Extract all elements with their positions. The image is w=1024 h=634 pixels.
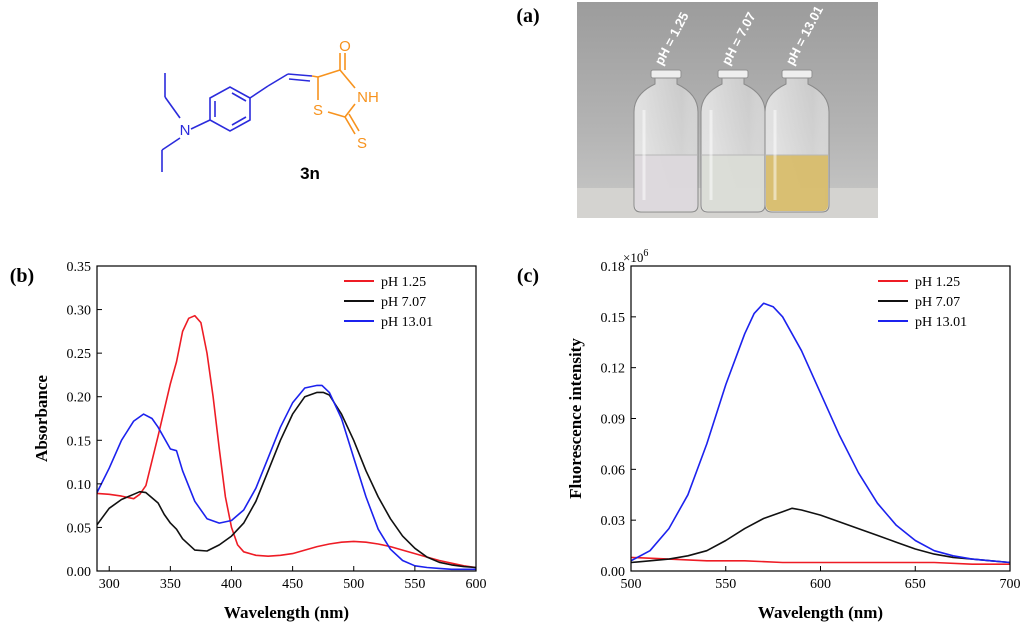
panel-label-a: (a) [516,5,539,27]
series-line-ph-13.01 [97,384,476,571]
nh-label: NH [357,89,379,106]
legend-label: pH 7.07 [915,295,960,310]
x-tick-label: 550 [715,577,736,592]
series-line-ph-1.25 [631,556,1010,566]
vial-liquid [635,155,697,211]
y-tick-label: 0.25 [67,347,92,362]
vials-photo: pH = 1.25 pH = 7.07 pH = 13.01 [577,2,878,218]
y-tick-label: 0.15 [67,434,92,449]
absorbance-chart: 300 350 400 450 500 550 600 0.00 0.05 0.10 0.15 0.2… [32,260,487,622]
x-tick-label: 700 [1000,577,1021,592]
y-tick-label: 0.12 [601,362,626,377]
x-tick-label: 500 [621,577,642,592]
x-tick-label: 450 [282,577,303,592]
y-tick-label: 0.30 [67,304,92,319]
x-axis-label: Wavelength (nm) [758,603,883,622]
x-tick-label: 600 [466,577,487,592]
x-tick-label: 550 [404,577,425,592]
y-tick-label: 0.18 [601,260,626,275]
legend-label: pH 1.25 [381,275,426,290]
vial-1: pH = 1.25 [633,10,699,213]
x-tick-label: 650 [905,577,926,592]
y-tick-label: 0.09 [601,413,626,428]
y-tick-label: 0.35 [67,260,92,275]
plot-frame [96,265,477,572]
vial-lip [717,69,749,79]
carbonyl-oxygen-label: O [339,38,351,55]
x-axis-label: Wavelength (nm) [224,603,349,622]
diethylamino-bonds [161,73,289,172]
series-line-ph-1.25 [97,314,476,569]
legend-label: pH 13.01 [915,315,967,330]
compound-label: 3n [300,164,320,183]
rhodanine-bonds [317,53,360,135]
x-tick-label: 500 [343,577,364,592]
y-tick-label: 0.05 [67,521,92,536]
panel-label-b: (b) [10,265,34,287]
y-tick-label: 0.15 [601,311,626,326]
x-tick-label: 350 [160,577,181,592]
y-tick-label: 0.00 [601,565,626,580]
y-tick-label: 0.03 [601,514,626,529]
y-axis-label: Absorbance [32,375,51,462]
legend-label: pH 1.25 [915,275,960,290]
y-tick-label: 0.06 [601,463,626,478]
thione-sulfur-label: S [357,135,367,152]
y-tick-label: 0.20 [67,391,92,406]
y-axis-label: Fluorescence intensity [566,338,585,499]
vial-lip [781,69,813,79]
x-tick-label: 600 [810,577,831,592]
y-tick-label: 0.00 [67,565,92,580]
vial-liquid [766,155,828,211]
fluorescence-chart: 500 550 600 650 700 0.00 0.03 0.06 0.09 0.12 0.15 0… [566,248,1021,622]
series-line-ph-7.07 [97,391,476,569]
vial-lip [650,69,682,79]
series-line-ph-13.01 [631,302,1010,564]
y-tick-label: 0.10 [67,478,92,493]
panel-label-c: (c) [517,265,539,287]
legend-label: pH 7.07 [381,295,426,310]
x-tick-label: 300 [99,577,120,592]
series-line-ph-7.07 [631,507,1010,564]
y-multiplier: ×106 [623,248,648,265]
vial-liquid [702,155,764,211]
ring-sulfur-label: S [313,102,323,119]
molecule-structure: N O NH S S 3n [161,38,379,183]
x-tick-label: 400 [221,577,242,592]
legend-label: pH 13.01 [381,315,433,330]
amine-nitrogen-label: N [180,122,191,139]
methylidene-bond [287,73,319,82]
y-multiplier-exponent: 6 [643,248,648,259]
